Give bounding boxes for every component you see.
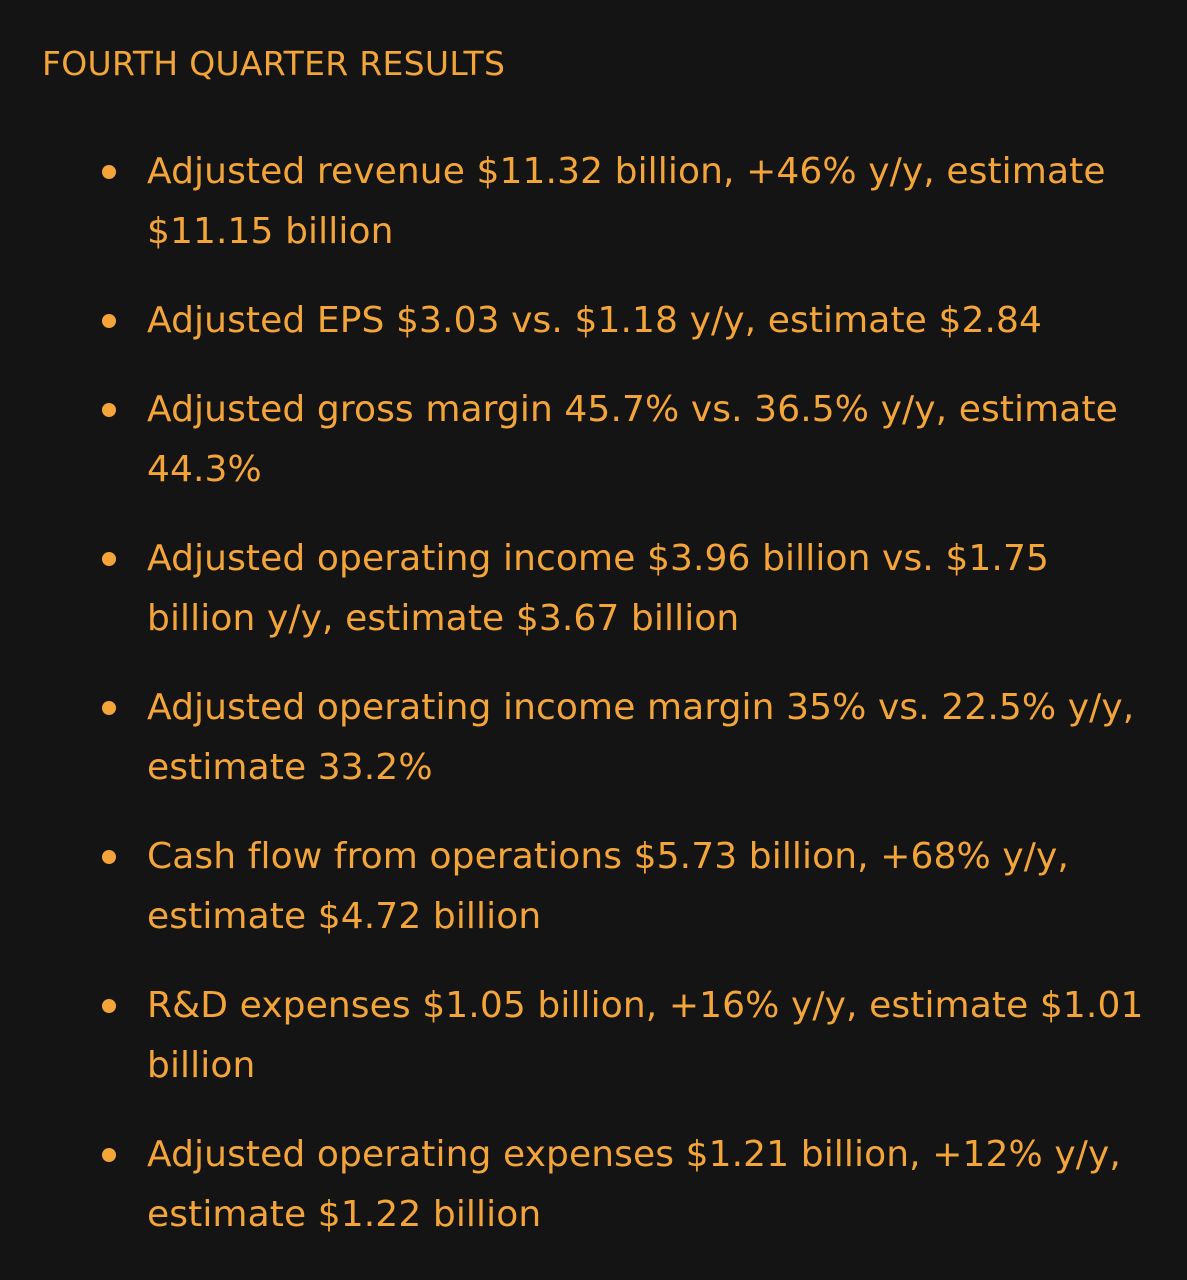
list-item-rd-expenses: R&D expenses $1.05 billion, +16% y/y, es…: [42, 976, 1147, 1096]
list-item-operating-income: Adjusted operating income $3.96 billion …: [42, 529, 1147, 649]
section-title: FOURTH QUARTER RESULTS: [42, 44, 506, 83]
list-item-text: Adjusted operating income margin 35% vs.…: [147, 687, 1135, 788]
list-item-operating-income-margin: Adjusted operating income margin 35% vs.…: [42, 678, 1147, 798]
bullet-icon: [102, 552, 116, 566]
bullet-icon: [102, 701, 116, 715]
list-item-text: Adjusted operating expenses $1.21 billio…: [147, 1134, 1121, 1235]
list-item-text: Adjusted gross margin 45.7% vs. 36.5% y/…: [147, 389, 1118, 490]
list-item-revenue: Adjusted revenue $11.32 billion, +46% y/…: [42, 142, 1147, 262]
bullet-icon: [102, 165, 116, 179]
list-item-eps: Adjusted EPS $3.03 vs. $1.18 y/y, estima…: [42, 291, 1147, 351]
bullet-icon: [102, 403, 116, 417]
bullet-icon: [102, 1148, 116, 1162]
list-item-text: Adjusted revenue $11.32 billion, +46% y/…: [147, 151, 1106, 252]
bullet-icon: [102, 314, 116, 328]
list-item-cash-flow: Cash flow from operations $5.73 billion,…: [42, 827, 1147, 947]
list-item-text: R&D expenses $1.05 billion, +16% y/y, es…: [147, 985, 1144, 1086]
results-list: Adjusted revenue $11.32 billion, +46% y/…: [42, 142, 1147, 1245]
list-item-operating-expenses: Adjusted operating expenses $1.21 billio…: [42, 1125, 1147, 1245]
list-item-gross-margin: Adjusted gross margin 45.7% vs. 36.5% y/…: [42, 380, 1147, 500]
list-item-text: Cash flow from operations $5.73 billion,…: [147, 836, 1069, 937]
list-item-text: Adjusted operating income $3.96 billion …: [147, 538, 1049, 639]
list-item-text: Adjusted EPS $3.03 vs. $1.18 y/y, estima…: [147, 300, 1043, 341]
bullet-icon: [102, 850, 116, 864]
bullet-icon: [102, 999, 116, 1013]
